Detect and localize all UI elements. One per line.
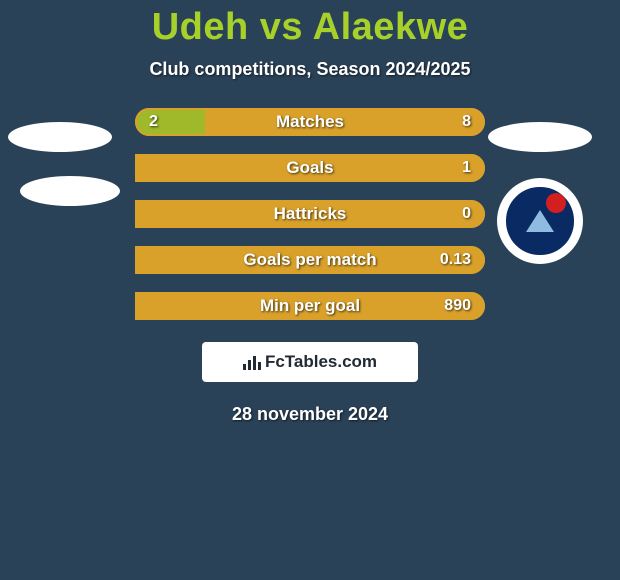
bar-chart-icon xyxy=(243,354,261,370)
stat-row: Goals1 xyxy=(135,154,485,182)
stat-row: Min per goal890 xyxy=(135,292,485,320)
stat-label: Matches xyxy=(135,112,485,132)
stat-label: Min per goal xyxy=(135,296,485,316)
fctables-attribution[interactable]: FcTables.com xyxy=(202,342,418,382)
stat-label: Goals per match xyxy=(135,250,485,270)
page-title: Udeh vs Alaekwe xyxy=(0,6,620,49)
stat-row: 2Matches8 xyxy=(135,108,485,136)
stat-row: Goals per match0.13 xyxy=(135,246,485,274)
stat-row: Hattricks0 xyxy=(135,200,485,228)
stat-label: Hattricks xyxy=(135,204,485,224)
stat-value-right: 0.13 xyxy=(440,251,471,269)
stat-label: Goals xyxy=(135,158,485,178)
fctables-label: FcTables.com xyxy=(265,352,377,372)
stat-value-right: 1 xyxy=(462,159,471,177)
date-label: 28 november 2024 xyxy=(0,404,620,425)
stat-value-right: 8 xyxy=(462,113,471,131)
stat-value-right: 890 xyxy=(444,297,471,315)
subtitle: Club competitions, Season 2024/2025 xyxy=(0,59,620,80)
stats-container: 2Matches8 Goals1 Hattricks0 Goals per match… xyxy=(135,108,485,320)
stat-value-right: 0 xyxy=(462,205,471,223)
